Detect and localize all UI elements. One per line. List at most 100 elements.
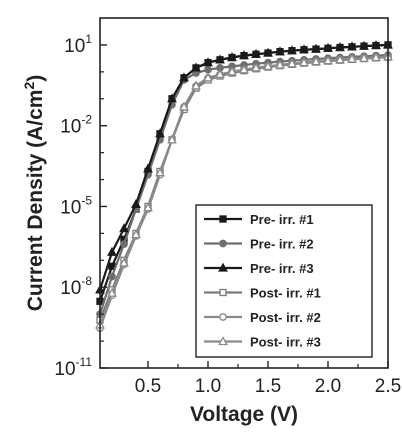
series-6-point: [239, 64, 249, 74]
series-6-point: [191, 80, 201, 90]
series-layer: [95, 39, 393, 333]
x-tick-label: 0.5: [135, 376, 161, 397]
series-3-point: [359, 40, 369, 50]
series-3-point: [299, 44, 309, 54]
series-3-point: [203, 57, 213, 67]
series-3-point: [227, 52, 237, 62]
series-3-point: [107, 246, 117, 256]
y-tick-base: 10: [64, 36, 85, 57]
legend-entries: Pre- irr. #1 Pre- irr. #2 Pre- irr. #3 Post…: [204, 212, 321, 350]
series-3-point: [179, 72, 189, 82]
y-tick-exponent: -5: [81, 193, 92, 207]
series-6-point: [203, 72, 213, 82]
series-3-point: [323, 42, 333, 52]
series-3-point: [191, 62, 201, 72]
series-6-point: [143, 202, 153, 212]
y-tick-exponent: -8: [81, 274, 92, 288]
series-6-point: [347, 53, 357, 63]
series-3-point: [347, 41, 357, 51]
series-2-point: [108, 272, 116, 281]
legend-label: Pre- irr. #2: [250, 237, 314, 252]
series-3-point: [215, 54, 225, 64]
series-6: [95, 51, 393, 329]
y-tick-exponent: -11: [76, 355, 93, 369]
legend-entry-2: Pre- irr. #2: [204, 237, 314, 252]
series-6-point: [227, 66, 237, 76]
legend-marker: [218, 336, 228, 346]
legend-label: Post- irr. #1: [250, 286, 321, 301]
legend-marker: [219, 288, 227, 297]
series-6-point: [107, 287, 117, 297]
y-axis-label-main: Current Density (A/cm: [24, 90, 47, 312]
series-3-point: [263, 47, 273, 57]
legend-entry-3: Pre- irr. #3: [204, 261, 314, 276]
legend-label: Pre- irr. #3: [250, 261, 314, 276]
y-tick-base: 10: [60, 278, 81, 299]
y-tick-label: 10-8: [60, 274, 92, 299]
y-tick-label: 10-2: [60, 113, 92, 138]
series-6-point: [215, 69, 225, 79]
series-6-point: [335, 54, 345, 64]
legend-label: Pre- irr. #1: [250, 212, 314, 227]
legend-label: Post- irr. #2: [250, 310, 321, 325]
series-3-point: [143, 163, 153, 173]
y-tick-exponent: -2: [81, 113, 92, 127]
series-3-point: [155, 128, 165, 138]
series-6-point: [131, 229, 141, 239]
legend-box: [195, 204, 373, 358]
series-3-point: [239, 50, 249, 60]
series-6-point: [371, 52, 381, 62]
y-axis-label-tail: ): [24, 75, 47, 82]
series-6-point: [275, 59, 285, 69]
series-2-point: [120, 240, 128, 248]
series-3-point: [131, 198, 141, 208]
series-3-point: [119, 223, 129, 233]
plot-frame: [99, 17, 389, 369]
y-tick-base: 10: [60, 197, 81, 218]
x-tick-label: 2.5: [375, 376, 401, 397]
legend-marker: [219, 215, 227, 223]
series-3-point: [275, 46, 285, 56]
legend-entry-4: Post- irr. #1: [204, 286, 321, 301]
series-3-point: [251, 48, 261, 58]
series-6-point: [119, 257, 129, 267]
legend-entry-1: Pre- irr. #1: [204, 212, 314, 227]
x-tick-label: 1.5: [255, 376, 281, 397]
y-tick-label: 10-5: [60, 193, 92, 218]
x-axis-label: Voltage (V): [190, 403, 298, 426]
series-2-point: [204, 65, 212, 74]
legend-entry-5: Post- irr. #2: [204, 310, 321, 325]
y-tick-base: 10: [54, 359, 75, 380]
legend-marker: [218, 262, 228, 272]
x-tick-label: 1.0: [195, 376, 221, 397]
series-3-point: [167, 93, 177, 103]
series-6-point: [323, 55, 333, 65]
series-6-point: [359, 52, 369, 62]
legend: Pre- irr. #1 Pre- irr. #2 Pre- irr. #3 Post…: [195, 204, 373, 358]
series-6-point: [263, 60, 273, 71]
series-6-point: [287, 58, 297, 68]
series-6-point: [299, 57, 309, 67]
legend-marker: [219, 313, 227, 321]
y-tick-label: 101: [64, 32, 92, 57]
series-6-point: [167, 134, 177, 144]
x-tick-label: 2.0: [315, 376, 341, 397]
series-3-point: [287, 45, 297, 55]
y-tick-label: 10-11: [54, 355, 92, 380]
series-6-point: [179, 101, 189, 111]
y-axis-label-sup: 2: [21, 82, 37, 90]
series-6-point: [311, 56, 321, 66]
legend-label: Post- irr. #3: [250, 335, 321, 350]
series-6-point: [155, 167, 165, 177]
y-tick-base: 10: [60, 117, 81, 138]
series-3-point: [311, 43, 321, 53]
legend-marker: [219, 239, 227, 248]
y-tick-exponent: 1: [85, 32, 92, 46]
series-3-point: [335, 42, 345, 52]
series-6-point: [251, 62, 261, 72]
y-axis-label: Current Density (A/cm2): [21, 75, 47, 312]
series-3-point: [371, 40, 381, 50]
legend-entry-6: Post- irr. #3: [204, 335, 321, 350]
